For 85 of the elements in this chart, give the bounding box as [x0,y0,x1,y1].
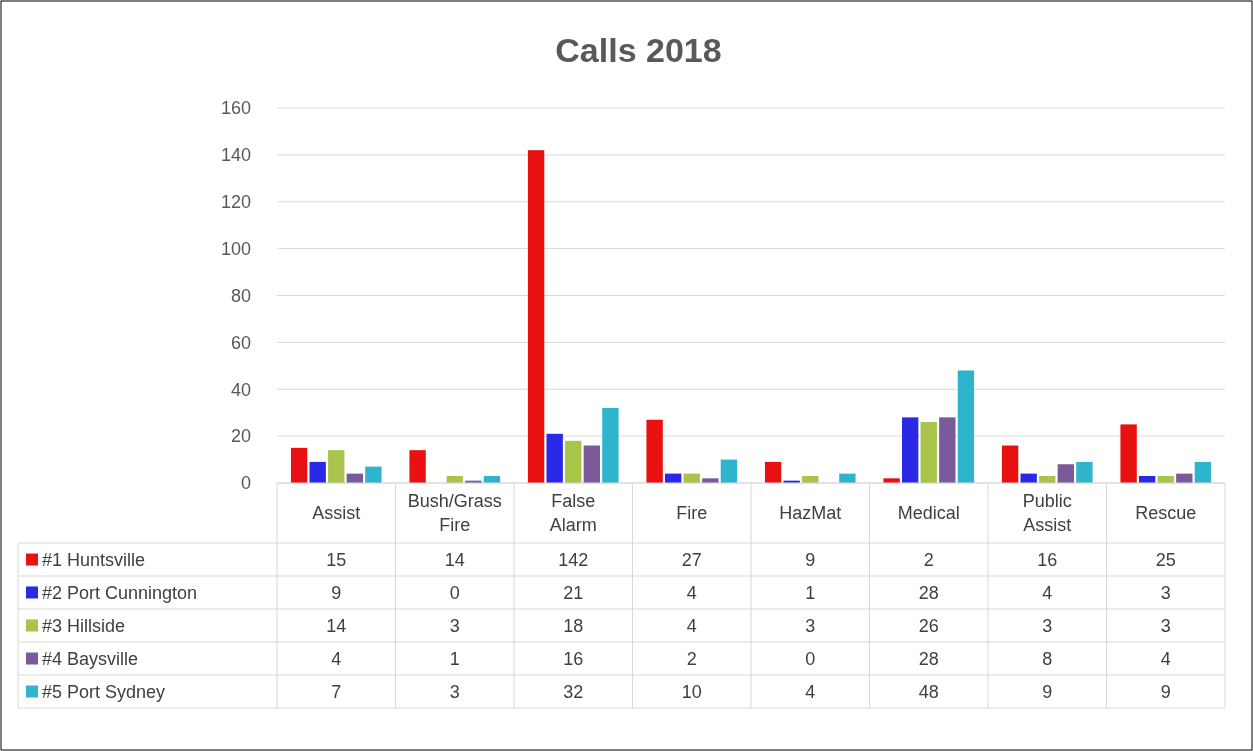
bar [409,450,426,483]
data-label: 4 [686,582,697,603]
y-tick-label: 80 [230,285,251,306]
bar [583,445,600,483]
bar [764,461,782,483]
bar [939,417,956,483]
data-label: 26 [918,615,939,636]
y-tick-label: 140 [220,145,251,166]
bar [527,150,545,483]
bar [1076,461,1093,483]
bar [1120,424,1137,483]
data-label: 18 [563,615,584,636]
data-label: 0 [449,582,460,603]
x-tick-label: Bush/Grass Fire [407,491,502,536]
data-label: 4 [686,615,697,636]
data-label: 10 [681,681,702,702]
data-label: 32 [563,681,584,702]
bar [646,419,663,483]
data-label: 0 [805,648,816,669]
data-label: 9 [1042,681,1053,702]
bar [290,447,308,483]
x-tick-label: False Alarm [549,491,597,536]
bar [328,450,345,483]
data-label: 4 [331,648,342,669]
y-tick-label: 100 [220,238,251,259]
legend-label: #2 Port Cunnington [42,582,198,603]
bar [565,440,582,483]
data-label: 4 [1160,648,1171,669]
legend-label: #3 Hillside [42,615,126,636]
y-tick-label: 120 [220,192,251,213]
x-tick-label: Public Assist [1022,491,1072,536]
data-label: 3 [449,615,460,636]
data-label: 2 [686,648,697,669]
legend-label: #5 Port Sydney [42,681,166,702]
bar [1001,445,1019,483]
bar [546,433,563,483]
data-label: 25 [1155,549,1176,570]
bar [720,459,738,483]
data-label: 3 [1160,615,1171,636]
data-label: 4 [1042,582,1053,603]
x-tick-label: Fire [676,503,708,524]
data-label: 3 [805,615,816,636]
x-tick-label: Medical [897,503,960,524]
data-label: 9 [1160,681,1171,702]
data-label: 7 [331,681,342,702]
data-label: 1 [449,648,460,669]
data-label: 1 [805,582,816,603]
y-tick-label: 20 [230,426,251,447]
data-label: 21 [563,582,584,603]
data-label: 28 [918,648,939,669]
chart-title: Calls 2018 [555,31,722,69]
bar [309,461,326,483]
data-label: 14 [444,549,465,570]
data-label: 3 [1042,615,1053,636]
x-tick-label: Rescue [1135,503,1197,524]
data-label: 27 [681,549,702,570]
data-label: 3 [449,681,460,702]
legend-label: #1 Huntsville [42,549,146,570]
bar [1057,464,1074,483]
bar [602,408,619,483]
data-label: 16 [563,648,584,669]
x-tick-label: Assist [312,503,361,524]
data-label: 9 [331,582,342,603]
data-label: 9 [805,549,816,570]
data-label: 14 [326,615,347,636]
bar [920,422,937,483]
bar [957,370,975,483]
bar [1194,461,1212,483]
data-label: 48 [918,681,939,702]
bar [902,417,919,483]
y-tick-label: 0 [240,473,251,494]
data-label: 4 [805,681,816,702]
data-label: 16 [1037,549,1058,570]
data-label: 142 [558,549,589,570]
x-tick-label: HazMat [779,503,842,524]
data-label: 15 [326,549,347,570]
data-label: 2 [923,549,934,570]
y-tick-label: 60 [230,332,251,353]
data-label: 8 [1042,648,1053,669]
data-label: 28 [918,582,939,603]
legend-label: #4 Baysville [42,648,139,669]
y-tick-label: 160 [220,98,251,119]
bar [365,466,382,483]
y-tick-label: 40 [230,379,251,400]
data-label: 3 [1160,582,1171,603]
